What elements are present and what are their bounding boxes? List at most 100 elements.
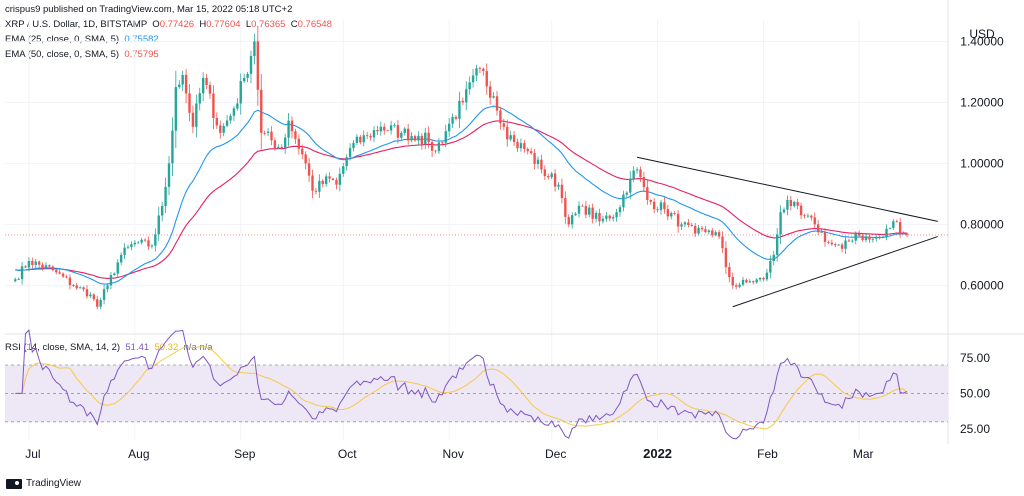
candle-body bbox=[594, 213, 598, 219]
candle-body bbox=[485, 71, 488, 87]
candle-body bbox=[861, 235, 864, 241]
candle-body bbox=[167, 163, 171, 187]
candle-body bbox=[342, 166, 345, 174]
candle-body bbox=[830, 242, 834, 245]
candle-body bbox=[779, 212, 782, 235]
candle-body bbox=[823, 232, 827, 242]
candle-body bbox=[14, 279, 17, 282]
time-tick-label: Feb bbox=[757, 447, 778, 461]
candle-body bbox=[376, 130, 379, 132]
trendline-lower bbox=[732, 236, 938, 308]
candle-body bbox=[847, 240, 851, 242]
candle-body bbox=[338, 173, 342, 185]
ema25-legend[interactable]: EMA (25, close, 0, SMA, 5) 0.75582 bbox=[5, 34, 159, 45]
price-axis-unit: USD bbox=[969, 27, 995, 41]
candle-body bbox=[417, 135, 420, 141]
candle-body bbox=[34, 261, 37, 265]
candle-body bbox=[529, 151, 533, 154]
candle-body bbox=[851, 240, 854, 242]
candle-body bbox=[263, 132, 266, 134]
candle-body bbox=[711, 230, 714, 236]
candle-body bbox=[96, 299, 99, 307]
ema50-line bbox=[15, 120, 907, 279]
candle-body bbox=[294, 131, 297, 139]
candle-body bbox=[102, 289, 106, 300]
candle-body bbox=[598, 213, 601, 222]
candle-body bbox=[676, 213, 680, 227]
candle-body bbox=[27, 260, 31, 268]
symbol-text[interactable]: XRP / U.S. Dollar, 1D, BITSTAMP bbox=[5, 19, 148, 30]
candle-body bbox=[649, 199, 652, 202]
candle-body bbox=[154, 234, 157, 246]
candle-body bbox=[656, 209, 659, 211]
ohlc-c-label: C bbox=[290, 19, 298, 30]
published-line: crispus9 published on TradingView.com, M… bbox=[5, 4, 292, 15]
candle-body bbox=[608, 215, 611, 219]
ohlc-c-value: 0.76548 bbox=[297, 19, 332, 30]
candle-body bbox=[461, 100, 465, 103]
candle-body bbox=[758, 277, 762, 280]
candle-body bbox=[75, 285, 78, 289]
candle-body bbox=[205, 77, 208, 86]
brand-text: TradingView bbox=[26, 478, 82, 489]
candle-body bbox=[588, 207, 591, 215]
ema50-value: 0.75795 bbox=[124, 49, 159, 60]
candle-body bbox=[328, 176, 331, 179]
candle-body bbox=[430, 142, 434, 151]
candle-body bbox=[229, 115, 232, 121]
rsi-line bbox=[15, 329, 908, 440]
rsi-tick-label: 25.00 bbox=[960, 422, 990, 436]
candle-body bbox=[208, 85, 212, 94]
candle-body bbox=[844, 240, 847, 249]
candle-body bbox=[782, 209, 786, 213]
candle-body bbox=[888, 227, 892, 229]
candle-body bbox=[85, 289, 89, 297]
candle-body bbox=[741, 279, 745, 285]
candle-body bbox=[622, 194, 625, 208]
candle-body bbox=[748, 281, 752, 283]
candle-body bbox=[386, 130, 389, 132]
ema25-line bbox=[15, 105, 908, 285]
candle-body bbox=[700, 227, 704, 230]
candle-body bbox=[526, 149, 529, 152]
candle-body bbox=[543, 169, 547, 177]
ohlc-l-value: 0.76365 bbox=[251, 19, 286, 30]
ema25-value: 0.75582 bbox=[124, 34, 159, 45]
ohlc-l-label: L bbox=[245, 19, 252, 30]
ohlc-h-label: H bbox=[199, 19, 207, 30]
candle-body bbox=[178, 84, 181, 88]
candle-body bbox=[728, 267, 731, 278]
candle-body bbox=[345, 157, 348, 167]
candle-body bbox=[157, 215, 160, 235]
candle-body bbox=[683, 222, 687, 225]
candle-body bbox=[331, 178, 335, 180]
candle-body bbox=[17, 279, 20, 280]
candle-body bbox=[454, 116, 458, 119]
candle-body bbox=[550, 173, 553, 178]
candle-body bbox=[793, 201, 796, 207]
candle-body bbox=[437, 142, 441, 152]
time-tick-label: Oct bbox=[338, 447, 357, 461]
ema50-legend[interactable]: EMA (50, close, 0, SMA, 5) 0.75795 bbox=[5, 49, 159, 60]
candle-body bbox=[137, 242, 140, 244]
candle-body bbox=[635, 169, 639, 171]
candle-body bbox=[752, 281, 755, 283]
candle-body bbox=[441, 142, 444, 144]
candle-body bbox=[871, 238, 875, 240]
ohlc-o-value: 0.77426 bbox=[159, 19, 195, 30]
candle-body bbox=[253, 41, 256, 57]
candle-body bbox=[540, 159, 543, 170]
candle-body bbox=[72, 285, 75, 286]
candle-body bbox=[249, 56, 253, 74]
ohlc-h-value: 0.77604 bbox=[206, 19, 241, 30]
candle-body bbox=[673, 213, 676, 214]
candle-body bbox=[143, 239, 147, 241]
candle-body bbox=[239, 81, 242, 104]
candle-body bbox=[898, 222, 902, 234]
candle-body bbox=[195, 103, 198, 127]
candle-body bbox=[413, 136, 417, 141]
candle-body bbox=[58, 272, 61, 274]
candle-body bbox=[639, 169, 642, 178]
rsi-tick-label: 50.00 bbox=[960, 386, 990, 400]
